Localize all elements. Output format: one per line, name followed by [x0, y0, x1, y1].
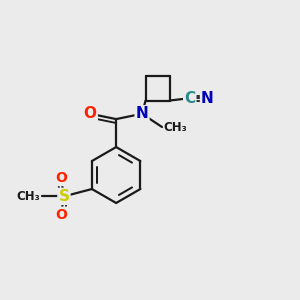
Text: N: N [136, 106, 148, 121]
Text: O: O [84, 106, 97, 121]
Text: C: C [184, 91, 195, 106]
Text: N: N [201, 91, 214, 106]
Text: CH₃: CH₃ [164, 121, 187, 134]
Text: CH₃: CH₃ [16, 190, 40, 203]
Text: O: O [55, 171, 67, 185]
Text: S: S [58, 189, 69, 204]
Text: O: O [55, 208, 67, 222]
